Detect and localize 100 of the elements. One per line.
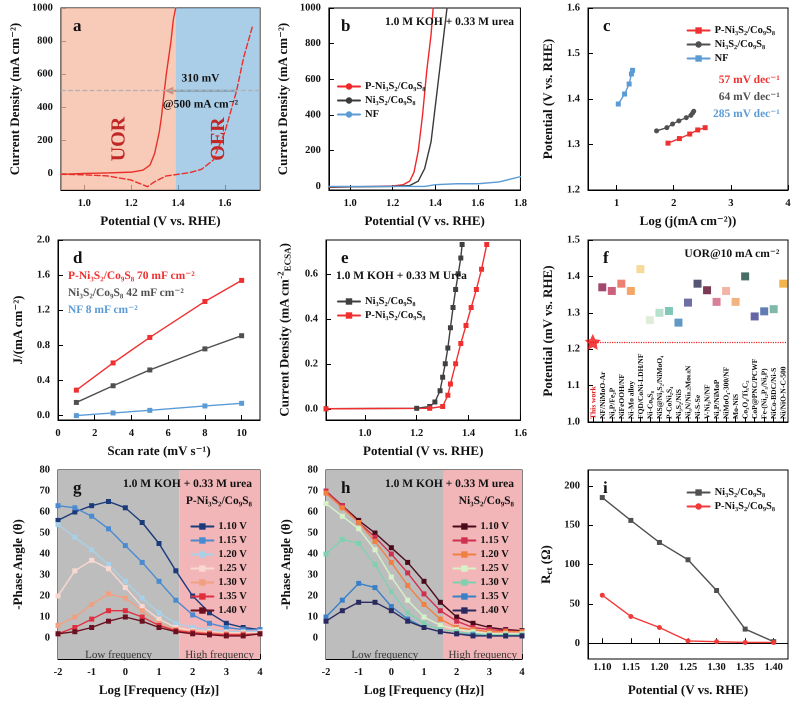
annotation: P-Ni₃S₂/Co₉S₈ 70 mF cm⁻²: [68, 270, 196, 282]
legend-label: NF: [714, 53, 729, 64]
legend-label: 1.35 V: [218, 591, 248, 602]
chart-title: a: [73, 16, 82, 35]
legend-label: Ni₃S₂/Co₉S₈: [714, 39, 766, 50]
annotation: Ni₃S₂/Co₉S₈ 42 mF cm⁻²: [68, 287, 184, 299]
x-tick-label: 1.30: [707, 662, 726, 673]
x-tick-label: -1: [87, 667, 96, 678]
y-axis-title: Potential (V vs. RHE): [540, 38, 555, 160]
x-tick-label: 1.8: [514, 198, 527, 209]
x-axis-title: Log [Frequency (Hz)]: [98, 682, 220, 697]
x-tick-label: -2: [322, 667, 330, 678]
y-tick-label: 20: [40, 590, 50, 602]
legend-label: 1.40 V: [480, 605, 510, 616]
x-tick-label: 4: [519, 667, 526, 678]
x-tick-label: 1.2: [124, 198, 138, 209]
y-tick-label: 60: [40, 506, 50, 518]
y-tick-label: 200: [305, 145, 321, 156]
y-tick-label: 1.3: [566, 307, 580, 318]
annotation: 57 mV dec⁻¹: [718, 74, 780, 86]
y-tick-label: 20: [308, 590, 318, 602]
legend-label: 1.40 V: [218, 605, 248, 616]
x-axis-title: Potential (V vs. RHE): [100, 213, 221, 228]
y-tick-label: 200: [564, 480, 580, 492]
y-tick-label: 10: [40, 612, 50, 622]
band-label: Low frequency: [351, 649, 419, 661]
x-tick-label: 2: [671, 198, 676, 209]
annotation: 1.0 M KOH + 0.33 M urea: [123, 478, 252, 490]
y-axis-title: Current Density (mA cm⁻²): [7, 22, 22, 176]
y-tick-label: 10: [308, 612, 318, 622]
y-tick-label: 1.6: [36, 270, 50, 281]
y-tick-label: 100: [564, 559, 580, 570]
y-axis-title: Current Density (mA cm-2ECSA): [276, 243, 292, 417]
y-tick-label: 40: [308, 548, 318, 560]
x-tick-label: -2: [54, 667, 62, 678]
annotation: 285 mV dec⁻¹: [712, 108, 780, 120]
y-tick-label: 1.4: [566, 270, 581, 282]
band-label: High frequency: [448, 649, 518, 661]
y-axis-title: -Phase Angle (θ): [10, 519, 25, 610]
y-tick-label: 0.4: [36, 374, 51, 386]
x-tick-label: 1.4: [462, 428, 476, 439]
x-tick-label: 1.4: [171, 198, 186, 209]
y-tick-label: 0.0: [36, 410, 50, 422]
y-tick-label: 40: [40, 548, 50, 560]
y-axis-title: Potential (mV vs. RHE): [540, 265, 555, 397]
x-tick-label: 1.25: [678, 662, 698, 673]
x-tick-label: 2: [190, 667, 196, 678]
x-tick-label: 1.2: [386, 198, 400, 209]
chart-title: e: [341, 248, 349, 267]
y-tick-label: 400: [305, 110, 321, 121]
annotation: P-Ni₃S₂/Co₉S₈: [186, 495, 253, 507]
legend-label: P-Ni₃S₂/Co₉S₈: [714, 25, 776, 36]
annotation: 310 mV: [181, 72, 220, 85]
x-tick-label: 1.0: [344, 198, 357, 209]
legend-label: 1.20 V: [218, 549, 248, 560]
legend-label: P-Ni₃S₂/Co₉S₈: [365, 310, 426, 321]
y-tick-label: 0.8: [36, 340, 50, 351]
y-tick-label: 800: [305, 38, 321, 50]
y-tick-label: 70: [40, 486, 50, 496]
x-tick-label: 3: [486, 667, 492, 678]
x-axis-title: Log (j(mA cm⁻²)): [640, 213, 736, 228]
y-axis-title: -Phase Angle (θ): [278, 519, 293, 610]
y-tick-label: 80: [40, 464, 50, 476]
legend-label: NF: [365, 109, 379, 120]
x-tick-label: 1.4: [428, 198, 443, 209]
text: c: [603, 16, 611, 35]
annotation: 1.0 M KOH + 0.33 M urea: [385, 478, 514, 490]
x-tick-label: 1.6: [471, 198, 484, 209]
y-tick-label: 600: [37, 68, 53, 80]
x-tick-label: 1: [156, 667, 162, 678]
x-tick-label: 4: [785, 198, 792, 209]
x-tick-label: 4: [128, 428, 135, 439]
chart-title: h: [341, 478, 351, 497]
y-tick-label: 1.0: [566, 416, 580, 428]
y-tick-label: 600: [305, 74, 321, 85]
x-axis-title: Potential (V vs. RHE): [628, 682, 748, 697]
x-tick-label: 0: [122, 667, 128, 678]
annotation: 64 mV dec⁻¹: [718, 91, 780, 103]
y-tick-label: 2.0: [36, 234, 50, 246]
x-tick-label: 3: [224, 667, 229, 678]
x-axis-title: Potential (V vs. RHE): [364, 213, 485, 228]
y-tick-label: 400: [37, 102, 53, 113]
legend-label: 1.25 V: [218, 563, 248, 574]
y-tick-label: 1.5: [566, 234, 580, 246]
y-tick-label: 70: [308, 486, 318, 496]
y-tick-label: 0.6: [304, 268, 318, 280]
x-tick-label: 1.2: [410, 428, 424, 439]
y-tick-label: 80: [308, 464, 318, 476]
legend-label: Ni₃S₂/Co₉S₈: [714, 487, 766, 498]
y-tick-label: 1.2: [566, 344, 580, 355]
x-tick-label: 0: [55, 428, 61, 439]
y-tick-label: 1.6: [566, 2, 580, 14]
y-tick-label: 50: [308, 528, 318, 538]
x-tick-label: 1.15: [622, 662, 640, 673]
x-axis-title: Scan rate (mV s⁻¹): [107, 443, 211, 458]
x-tick-label: 1.0: [78, 198, 91, 209]
y-tick-label: 1.2: [36, 304, 50, 316]
text: b: [341, 16, 350, 35]
legend-label: Ni₃S₂/Co₉S₈: [365, 95, 416, 106]
y-tick-label: 1.3: [566, 139, 580, 150]
